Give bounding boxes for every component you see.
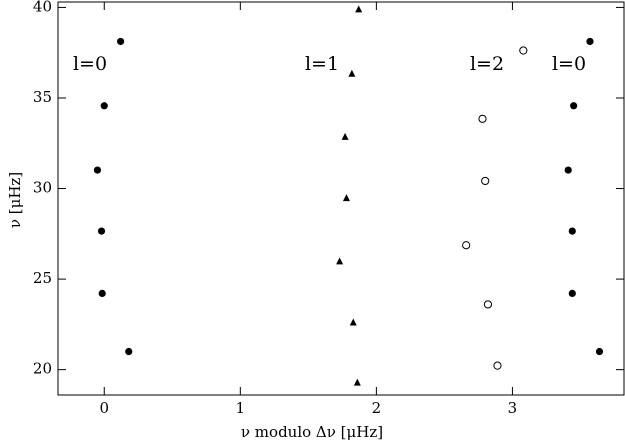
annotation: l=0 [552,53,586,75]
point [568,289,576,297]
point [349,318,357,326]
point [355,5,363,13]
point [568,227,576,235]
annotation: l=0 [73,53,107,75]
point [481,176,490,186]
point [336,257,344,265]
point [519,46,528,55]
point [341,132,349,140]
y-tick-label: 35 [33,88,52,106]
point [353,378,361,386]
point [564,166,572,174]
y-axis-label: ν [μHz] [6,172,24,228]
point [348,69,356,77]
point [97,227,106,235]
x-tick-label: 2 [372,399,382,417]
y-tick-label: 20 [33,360,52,378]
y-tick-label: 40 [33,0,52,15]
point [595,347,604,356]
point [93,166,102,174]
y-tick-label: 30 [33,179,52,197]
point [586,37,594,46]
point [462,241,471,250]
plot-frame [57,1,625,396]
point [342,194,350,202]
point [493,361,502,370]
point [478,114,487,123]
annotation: l=1 [305,53,339,75]
point [570,102,578,110]
point [125,347,133,356]
point [100,102,108,110]
point [98,289,106,297]
point [116,37,125,46]
x-tick-label: 3 [508,399,518,417]
x-tick-label: 0 [99,399,109,417]
annotation: l=2 [470,53,504,75]
y-tick-label: 25 [33,269,52,287]
x-axis-label: ν modulo Δν [μHz] [241,423,383,441]
point [483,300,493,309]
x-tick-label: 1 [236,399,246,417]
